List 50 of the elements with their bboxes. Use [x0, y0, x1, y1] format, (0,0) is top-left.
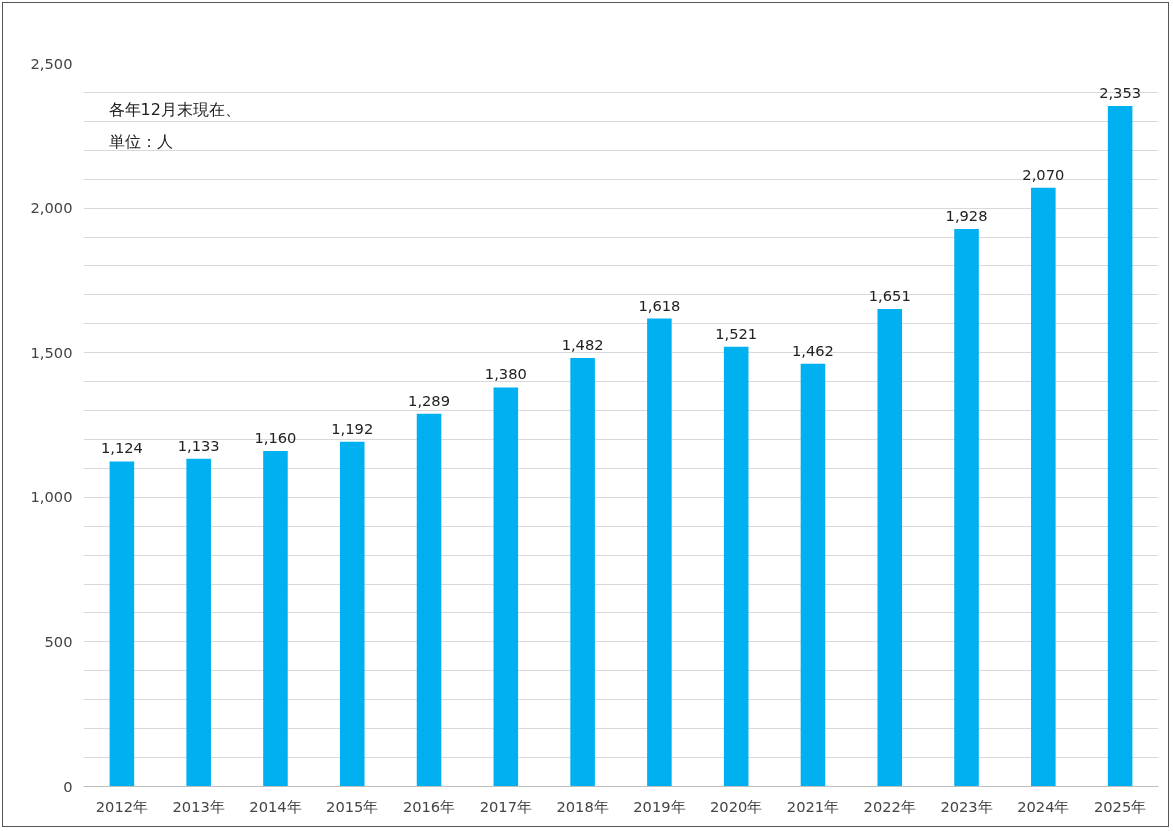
- data-label: 1,160: [254, 429, 297, 447]
- y-tick-label: 0: [63, 777, 73, 795]
- data-label: 1,133: [177, 436, 220, 454]
- bar: [186, 458, 211, 787]
- bar: [954, 228, 979, 787]
- x-tick-label: 2025年: [1093, 797, 1147, 815]
- data-label: 1,462: [791, 341, 834, 359]
- bar: [263, 451, 288, 787]
- data-label: 1,618: [638, 296, 681, 314]
- annotation: 各年12月末現在、: [108, 99, 241, 119]
- x-tick-label: 2022年: [863, 797, 916, 815]
- bar: [1107, 106, 1133, 787]
- y-tick-label: 1,000: [30, 488, 73, 506]
- x-tick-label: 2013年: [172, 797, 225, 815]
- data-label: 1,124: [100, 439, 143, 457]
- bar: [493, 387, 519, 787]
- x-tick-label: 2015年: [326, 797, 379, 815]
- bar: [109, 461, 135, 787]
- bar: [570, 357, 595, 787]
- bar: [1031, 187, 1056, 787]
- bar: [723, 346, 749, 787]
- x-tick-label: 2018年: [556, 797, 609, 815]
- y-tick-label: 1,500: [30, 343, 73, 361]
- x-tick-label: 2021年: [786, 797, 840, 815]
- data-label: 2,070: [1022, 165, 1065, 183]
- data-label: 2,353: [1099, 84, 1142, 102]
- y-tick-label: 500: [44, 632, 73, 650]
- y-tick-label: 2,000: [30, 199, 73, 217]
- bar: [416, 413, 442, 787]
- x-tick-label: 2012年: [95, 797, 149, 815]
- bar: [339, 441, 365, 787]
- data-label: 1,521: [715, 324, 758, 342]
- data-label: 1,192: [331, 419, 374, 437]
- x-tick-label: 2014年: [249, 797, 302, 815]
- x-tick-label: 2020年: [710, 797, 763, 815]
- bar: [877, 309, 903, 787]
- y-tick-label: 2,500: [30, 54, 73, 72]
- x-tick-label: 2017年: [479, 797, 532, 815]
- annotation: 単位：人: [108, 131, 173, 151]
- data-label: 1,482: [561, 335, 604, 353]
- x-tick-label: 2024年: [1017, 797, 1070, 815]
- data-label: 1,380: [484, 365, 527, 383]
- data-label: 1,289: [408, 391, 451, 409]
- x-tick-label: 2023年: [940, 797, 993, 815]
- x-tick-label: 2019年: [633, 797, 686, 815]
- data-label: 1,928: [945, 206, 988, 224]
- bar: [800, 363, 826, 787]
- bar: [647, 318, 672, 787]
- data-label: 1,651: [868, 287, 911, 305]
- x-tick-label: 2016年: [402, 797, 456, 815]
